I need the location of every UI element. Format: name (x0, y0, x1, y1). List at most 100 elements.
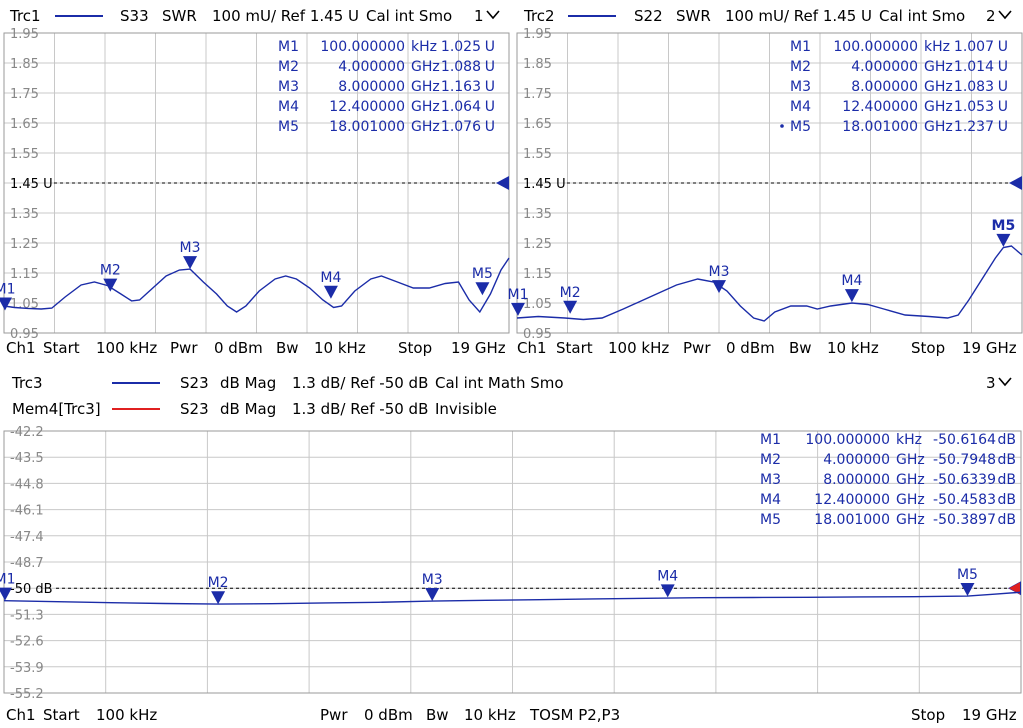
trc2-window-number: 2 (986, 7, 996, 25)
marker-label[interactable]: M1 (0, 282, 16, 298)
bw-value[interactable]: 10 kHz (314, 339, 366, 357)
marker-label[interactable]: M2 (560, 285, 581, 301)
start-value[interactable]: 100 kHz (96, 706, 157, 724)
stop-value[interactable]: 19 GHz (962, 706, 1017, 724)
y-tick-label: -47.4 (10, 530, 44, 545)
marker-label[interactable]: M2 (100, 263, 121, 279)
marker-label[interactable]: M3 (709, 264, 730, 280)
y-tick-label: -50 dB (10, 582, 53, 597)
chevron-down-icon[interactable] (998, 10, 1012, 20)
marker-triangle[interactable] (960, 583, 975, 597)
y-tick-label: 1.15 (523, 267, 552, 282)
trc1-state[interactable]: Cal int Smo (366, 7, 452, 25)
marker-label[interactable]: M2 (208, 575, 229, 591)
y-tick-label: 1.25 (10, 237, 39, 252)
trc1-scale[interactable]: 100 mU/ Ref 1.45 U (212, 7, 359, 25)
trc2-param[interactable]: S22 (634, 7, 663, 25)
marker-table-unit: GHz (411, 99, 440, 115)
chevron-down-icon[interactable] (486, 10, 500, 20)
marker-triangle[interactable] (996, 233, 1011, 247)
marker-label[interactable]: M3 (422, 572, 443, 588)
trc3-header[interactable]: Trc3 S23 dB Mag 1.3 dB/ Ref -50 dB Cal i… (11, 374, 1012, 418)
marker-label[interactable]: M1 (0, 572, 16, 588)
bw-value[interactable]: 10 kHz (464, 706, 516, 724)
y-tick-label: -43.5 (10, 451, 44, 466)
y-tick-label: 1.55 (10, 147, 39, 162)
trc1-header[interactable]: Trc1 S33 SWR 100 mU/ Ref 1.45 U Cal int … (9, 7, 500, 25)
mem-format[interactable]: dB Mag (220, 400, 276, 418)
trc2-id[interactable]: Trc2 (523, 7, 555, 25)
marker-table-value: 1.064 (441, 99, 481, 115)
marker-triangle[interactable] (563, 300, 578, 314)
pwr-value[interactable]: 0 dBm (214, 339, 263, 357)
marker-table-value: -50.6164 (933, 432, 996, 448)
marker-table-unit: kHz (924, 39, 950, 55)
marker-label[interactable]: M5 (992, 218, 1016, 234)
mem-scale[interactable]: 1.3 dB/ Ref -50 dB (292, 400, 428, 418)
marker-triangle[interactable] (660, 584, 675, 598)
marker-triangle[interactable] (712, 280, 726, 294)
y-tick-label: 1.75 (10, 87, 39, 102)
marker-triangle[interactable] (211, 591, 226, 605)
trc2-header[interactable]: Trc2 S22 SWR 100 mU/ Ref 1.45 U Cal int … (523, 7, 1012, 25)
start-value[interactable]: 100 kHz (96, 339, 157, 357)
start-value[interactable]: 100 kHz (608, 339, 669, 357)
trc1-plot[interactable]: 1.95 1.85 1.75 1.65 1.55 1.45 U 1.35 1.25 1.15 1.… (0, 27, 510, 342)
trc1-id[interactable]: Trc1 (9, 7, 41, 25)
y-tick-label: -44.8 (10, 477, 44, 492)
y-tick-label: 1.85 (10, 57, 39, 72)
trc1-format[interactable]: SWR (162, 7, 197, 25)
mem-param[interactable]: S23 (180, 400, 209, 418)
marker-label[interactable]: M5 (472, 266, 493, 282)
marker-triangle[interactable] (511, 302, 525, 316)
bw-value[interactable]: 10 kHz (827, 339, 879, 357)
trc2-state[interactable]: Cal int Smo (879, 7, 965, 25)
trc2-plot[interactable]: 1.95 1.85 1.75 1.65 1.55 1.45 U 1.35 1.25 1.15 1.… (508, 27, 1023, 342)
mem-id[interactable]: Mem4[Trc3] (12, 400, 101, 418)
trc2-format[interactable]: SWR (676, 7, 711, 25)
trc3-param[interactable]: S23 (180, 374, 209, 392)
marker-triangle[interactable] (323, 285, 338, 299)
marker-table-stimulus: 4.000000 (338, 59, 405, 75)
pwr-value[interactable]: 0 dBm (726, 339, 775, 357)
trc3-scale[interactable]: 1.3 dB/ Ref -50 dB (292, 374, 428, 392)
cal-type[interactable]: TOSM P2,P3 (529, 706, 620, 724)
trc1-param[interactable]: S33 (120, 7, 149, 25)
trc2-scale[interactable]: 100 mU/ Ref 1.45 U (725, 7, 872, 25)
stop-value[interactable]: 19 GHz (451, 339, 506, 357)
marker-label[interactable]: M4 (657, 568, 678, 584)
marker-table-stimulus: 4.000000 (823, 452, 890, 468)
marker-label[interactable]: M5 (957, 567, 978, 583)
chevron-down-icon[interactable] (998, 377, 1012, 387)
marker-triangle[interactable] (844, 289, 859, 303)
trc3-plot[interactable]: -42.2 -43.5 -44.8 -46.1 -47.4 -48.7 -50 dB -51.… (0, 425, 1022, 702)
trc3-id[interactable]: Trc3 (11, 374, 43, 392)
reference-arrow-icon[interactable] (496, 176, 509, 190)
y-tick-label: 1.15 (10, 267, 39, 282)
mem-state[interactable]: Invisible (435, 400, 497, 418)
reference-arrow-icon[interactable] (1009, 176, 1022, 190)
marker-triangle[interactable] (475, 282, 490, 296)
marker-table-unit: GHz (411, 79, 440, 95)
channel-label: Ch1 (517, 339, 547, 357)
pwr-value[interactable]: 0 dBm (364, 706, 413, 724)
marker-label[interactable]: M3 (180, 240, 201, 256)
marker-triangle[interactable] (425, 587, 440, 601)
marker-table-unit: GHz (896, 452, 925, 468)
marker-triangle[interactable] (103, 278, 118, 292)
marker-table-name: M2 (278, 59, 299, 75)
marker-triangle[interactable] (0, 297, 12, 311)
marker-label[interactable]: M1 (508, 287, 529, 303)
marker-triangle[interactable] (183, 256, 198, 270)
marker-label[interactable]: M4 (841, 273, 862, 289)
marker-table-value: 1.237 (954, 119, 994, 135)
trc3-format[interactable]: dB Mag (220, 374, 276, 392)
pwr-label: Pwr (170, 339, 198, 357)
marker-triangle[interactable] (0, 587, 12, 601)
trc3-state[interactable]: Cal int Math Smo (435, 374, 564, 392)
marker-table-name: M5 (790, 119, 811, 135)
marker-label[interactable]: M4 (320, 270, 341, 286)
marker-table-unit: kHz (896, 432, 922, 448)
trc1-window-number: 1 (474, 7, 484, 25)
stop-value[interactable]: 19 GHz (962, 339, 1017, 357)
